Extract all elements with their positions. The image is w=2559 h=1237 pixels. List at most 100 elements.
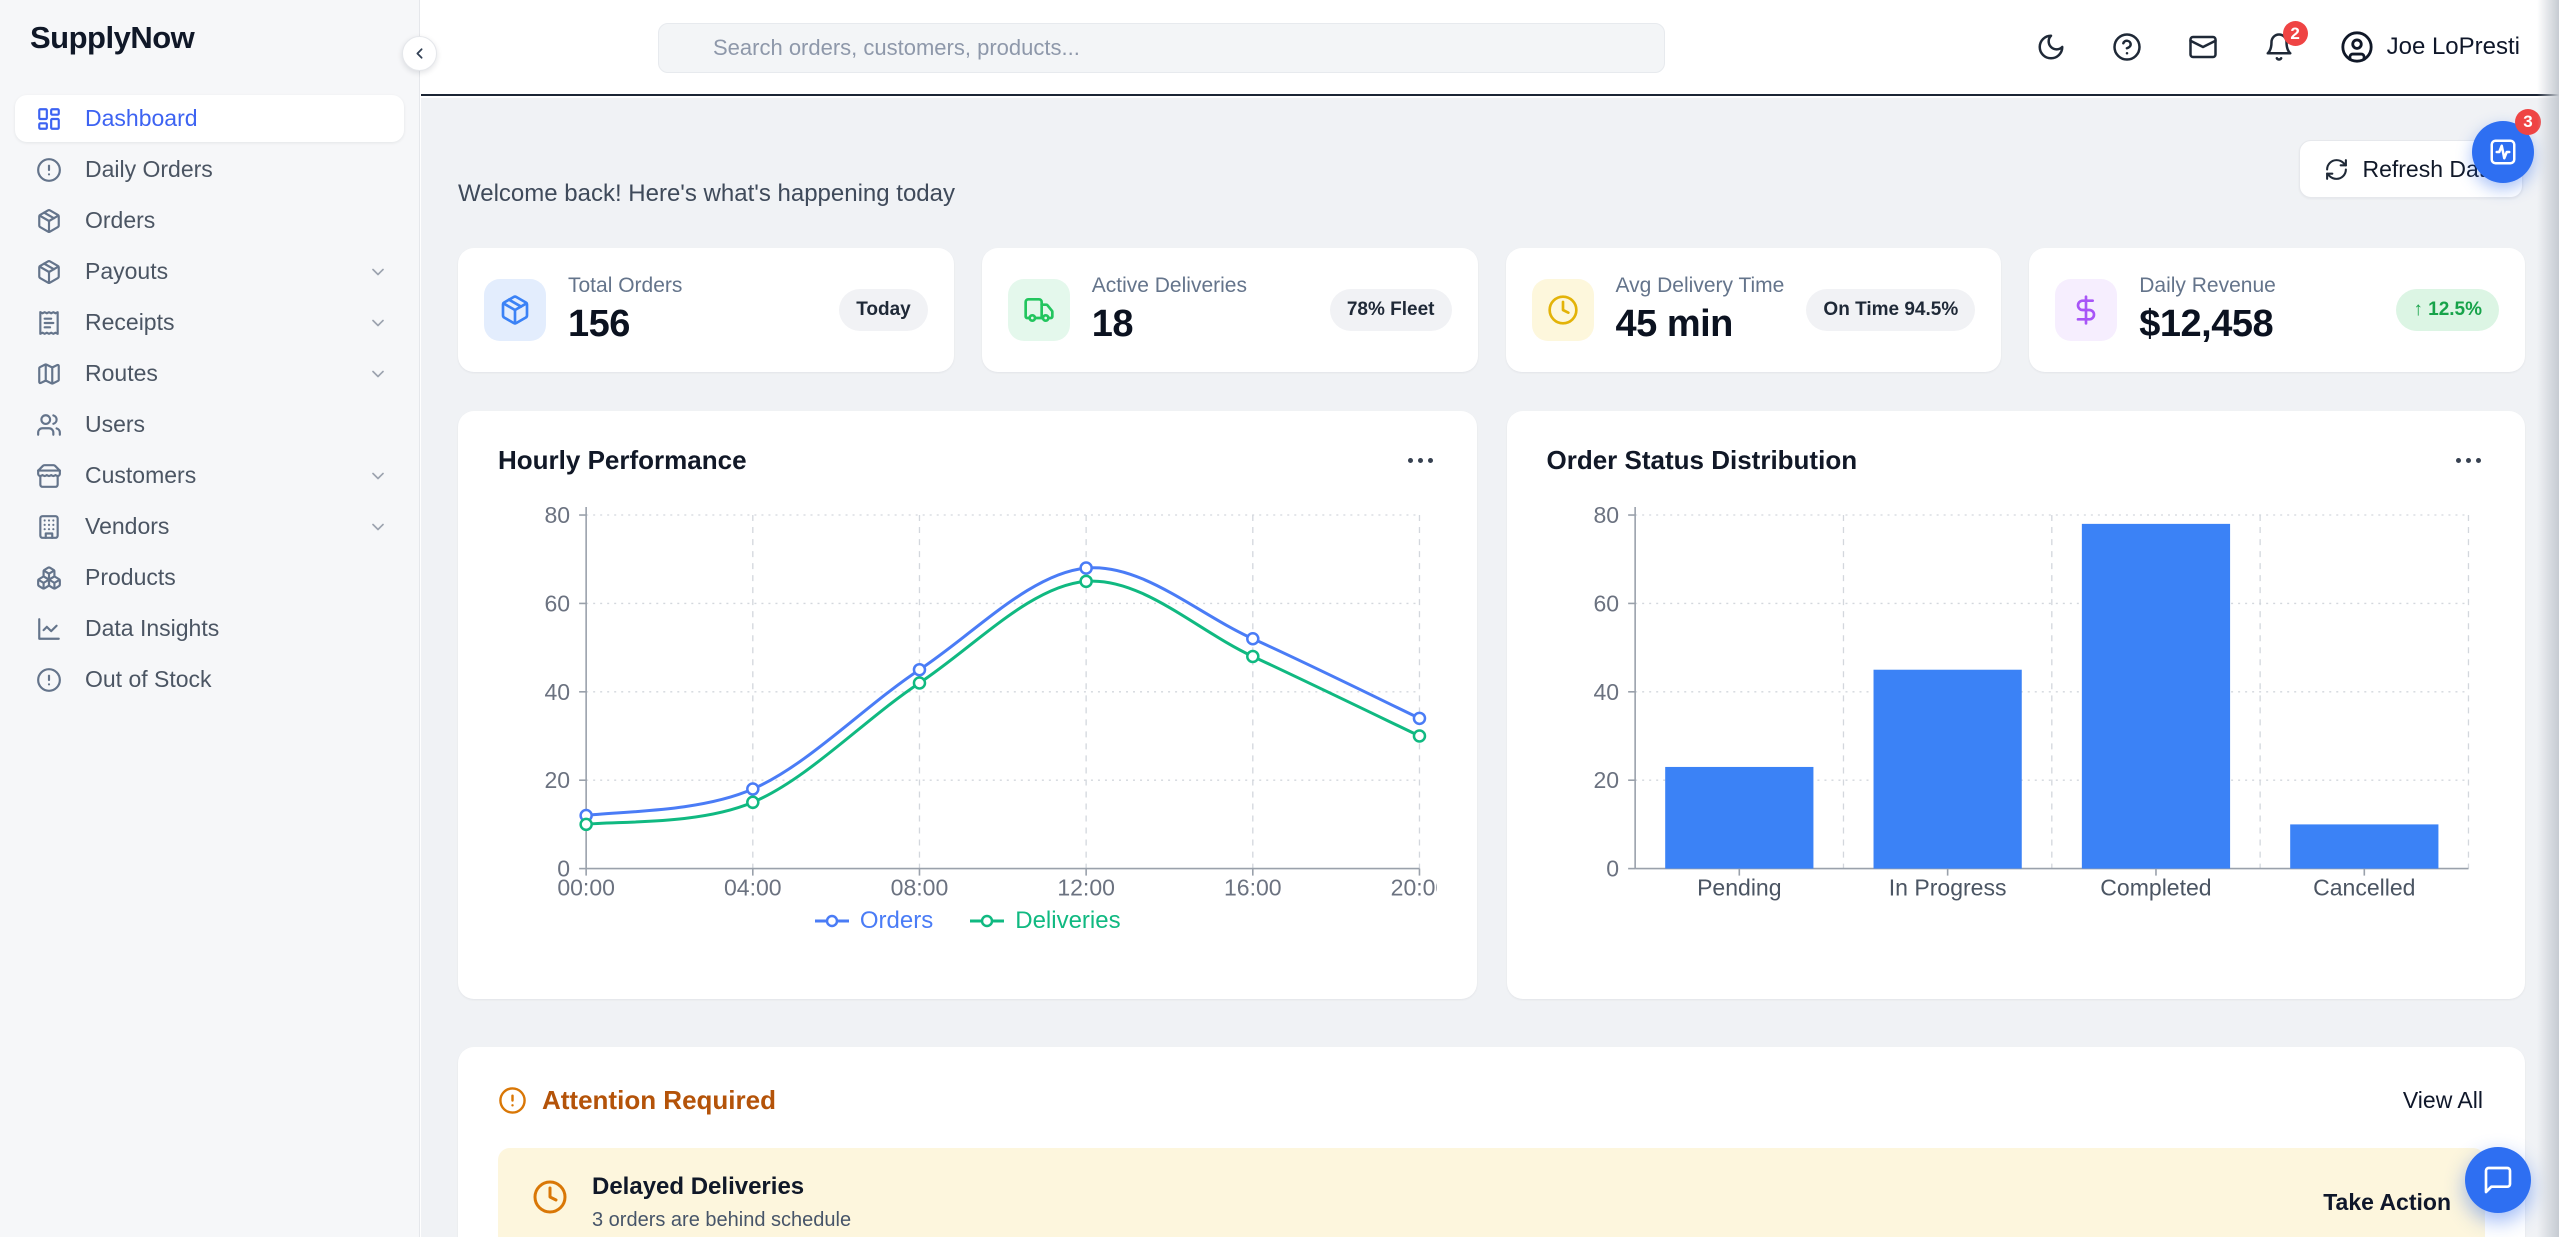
legend-item-orders[interactable]: Orders: [814, 907, 933, 935]
alert-title: Delayed Deliveries: [592, 1173, 851, 1201]
stat-value: 156: [568, 303, 682, 346]
clock-icon: [1532, 279, 1594, 341]
mail-icon: [2188, 32, 2218, 62]
stat-label: Avg Delivery Time: [1616, 274, 1785, 298]
sidebar-item-receipts[interactable]: Receipts: [15, 299, 404, 346]
attention-required-panel: Attention Required View All Delayed Deli…: [458, 1047, 2525, 1237]
stat-badge: 78% Fleet: [1330, 289, 1452, 331]
stat-card-daily-revenue[interactable]: Daily Revenue$12,458 ↑ 12.5%: [2029, 248, 2525, 372]
search-input[interactable]: [658, 23, 1665, 73]
sidebar-nav: Dashboard Daily Orders Orders Payouts Re…: [15, 95, 404, 703]
line-chart-icon: [36, 616, 62, 642]
alert-circle-icon: [498, 1086, 527, 1115]
take-action-button[interactable]: Take Action: [2323, 1189, 2451, 1216]
package-icon: [36, 208, 62, 234]
chevron-down-icon: [368, 364, 388, 384]
svg-text:00:00: 00:00: [557, 875, 615, 901]
stat-card-avg-delivery-time[interactable]: Avg Delivery Time45 min On Time 94.5%: [1506, 248, 2002, 372]
sidebar-item-label: Users: [85, 411, 145, 438]
stats-row: Total Orders156 Today Active Deliveries1…: [458, 248, 2525, 372]
svg-text:60: 60: [545, 590, 571, 616]
main-content: Welcome back! Here's what's happening to…: [421, 98, 2559, 1237]
svg-text:04:00: 04:00: [724, 875, 782, 901]
svg-text:0: 0: [1606, 856, 1619, 882]
sidebar-item-payouts[interactable]: Payouts: [15, 248, 404, 295]
chat-button[interactable]: [2465, 1147, 2531, 1213]
svg-text:60: 60: [1593, 590, 1619, 616]
stat-badge: ↑ 12.5%: [2396, 289, 2499, 331]
sidebar-item-orders[interactable]: Orders: [15, 197, 404, 244]
sidebar-item-users[interactable]: Users: [15, 401, 404, 448]
chevron-down-icon: [368, 313, 388, 333]
legend-item-deliveries[interactable]: Deliveries: [969, 907, 1120, 935]
activity-square-icon: [2488, 137, 2518, 167]
receipt-icon: [36, 310, 62, 336]
sidebar-item-label: Out of Stock: [85, 666, 212, 693]
sidebar-item-label: Vendors: [85, 513, 169, 540]
sidebar-item-label: Data Insights: [85, 615, 219, 642]
chart-menu-button[interactable]: [1404, 450, 1437, 471]
notifications-button[interactable]: 2: [2264, 32, 2294, 62]
sidebar-item-dashboard[interactable]: Dashboard: [15, 95, 404, 142]
sidebar-item-label: Payouts: [85, 258, 168, 285]
sidebar-item-out-of-stock[interactable]: Out of Stock: [15, 656, 404, 703]
chevron-down-icon: [368, 517, 388, 537]
sidebar-item-products[interactable]: Products: [15, 554, 404, 601]
sidebar-item-daily-orders[interactable]: Daily Orders: [15, 146, 404, 193]
stat-value: 45 min: [1616, 303, 1785, 346]
svg-text:In Progress: In Progress: [1888, 875, 2006, 901]
map-icon: [36, 361, 62, 387]
help-button[interactable]: [2112, 32, 2142, 62]
dollar-icon: [2055, 279, 2117, 341]
users-icon: [36, 412, 62, 438]
sidebar-item-label: Receipts: [85, 309, 174, 336]
hourly-performance-chart: 02040608000:0004:0008:0012:0016:0020:00: [498, 494, 1437, 907]
svg-text:12:00: 12:00: [1057, 875, 1115, 901]
svg-text:20:00: 20:00: [1391, 875, 1437, 901]
view-all-link[interactable]: View All: [2403, 1087, 2483, 1114]
order-status-chart: 020406080PendingIn ProgressCompletedCanc…: [1547, 494, 2486, 907]
user-name: Joe LoPresti: [2387, 33, 2520, 61]
stat-card-active-deliveries[interactable]: Active Deliveries18 78% Fleet: [982, 248, 1478, 372]
topbar: 2 Joe LoPresti: [421, 0, 2559, 96]
stat-card-total-orders[interactable]: Total Orders156 Today: [458, 248, 954, 372]
notification-badge: 2: [2283, 21, 2308, 46]
sidebar: SupplyNow Dashboard Daily Orders Orders …: [0, 0, 420, 1237]
help-circle-icon: [2112, 32, 2142, 62]
scrollbar[interactable]: [2537, 0, 2559, 1237]
sidebar-item-vendors[interactable]: Vendors: [15, 503, 404, 550]
messages-button[interactable]: [2188, 32, 2218, 62]
charts-row: Hourly Performance 02040608000:0004:0008…: [458, 411, 2525, 999]
sidebar-item-label: Orders: [85, 207, 155, 234]
boxes-icon: [36, 565, 62, 591]
dark-mode-toggle[interactable]: [2036, 32, 2066, 62]
svg-text:20: 20: [545, 767, 571, 793]
store-icon: [36, 463, 62, 489]
chart-menu-button[interactable]: [2452, 450, 2485, 471]
stat-badge: Today: [839, 289, 928, 331]
hourly-performance-legend: Orders Deliveries: [498, 907, 1437, 935]
user-avatar-icon: [2340, 30, 2374, 64]
topbar-actions: 2 Joe LoPresti: [2036, 0, 2520, 94]
svg-text:80: 80: [1593, 502, 1619, 528]
welcome-message: Welcome back! Here's what's happening to…: [458, 180, 955, 208]
sidebar-item-label: Dashboard: [85, 105, 198, 132]
sidebar-item-label: Customers: [85, 462, 196, 489]
svg-text:80: 80: [545, 502, 571, 528]
activity-widget-button[interactable]: 3: [2472, 121, 2534, 183]
sidebar-item-data-insights[interactable]: Data Insights: [15, 605, 404, 652]
attention-title: Attention Required: [542, 1085, 776, 1116]
truck-icon: [1008, 279, 1070, 341]
sidebar-item-routes[interactable]: Routes: [15, 350, 404, 397]
stat-label: Daily Revenue: [2139, 274, 2276, 298]
svg-text:08:00: 08:00: [891, 875, 949, 901]
clock-icon: [532, 1179, 568, 1215]
sidebar-collapse-button[interactable]: [402, 36, 437, 71]
user-menu[interactable]: Joe LoPresti: [2340, 30, 2520, 64]
svg-text:20: 20: [1593, 767, 1619, 793]
alert-circle-icon: [36, 667, 62, 693]
alert-circle-icon: [36, 157, 62, 183]
svg-text:Completed: Completed: [2100, 875, 2211, 901]
sidebar-item-customers[interactable]: Customers: [15, 452, 404, 499]
chart-title: Order Status Distribution: [1547, 445, 1858, 476]
